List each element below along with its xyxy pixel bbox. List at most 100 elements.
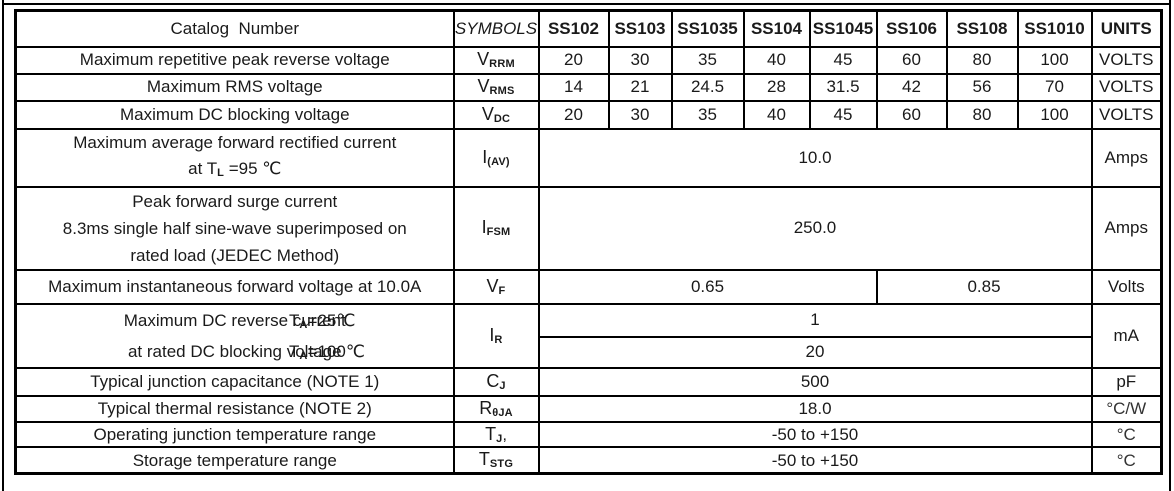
symbol-base: V: [486, 275, 499, 296]
temp-subscript: A: [299, 318, 308, 331]
vf-unit: Volts: [1090, 268, 1163, 305]
symbol-base: C: [486, 370, 500, 391]
rthja-label: Typical thermal resistance (NOTE 2): [14, 394, 455, 423]
symbol-subscript: STG: [489, 458, 514, 471]
iav-label: Maximum average forward rectified curren…: [14, 127, 455, 188]
cond-post: =25℃: [307, 310, 356, 330]
vf-value-high-range: 0.85: [875, 268, 1093, 305]
row-ifsm: Peak forward surge current 8.3ms single …: [14, 185, 1163, 271]
row-vrrm: Maximum repetitive peak reverse voltage …: [14, 45, 1163, 75]
rthja-symbol: RθJA: [452, 394, 540, 423]
vdc-unit: VOLTS: [1090, 99, 1163, 130]
symbol-base: R: [479, 397, 493, 418]
iav-unit: Amps: [1090, 127, 1163, 188]
ir-label: Maximum DC reverse current TA=25℃ at rate…: [14, 302, 455, 369]
cj-unit: pF: [1090, 366, 1163, 397]
ir-label-line2-text: at rated DC blocking voltage: [127, 341, 342, 361]
cj-symbol: CJ: [452, 366, 540, 397]
vrrm-value-ss108: 80: [945, 45, 1019, 75]
symbol-base: I: [489, 324, 495, 345]
vrrm-value-ss104: 40: [742, 45, 811, 75]
vrms-value-ss106: 42: [875, 72, 948, 102]
header-part-ss1035: SS1035: [670, 9, 745, 48]
symbol-base: T: [478, 449, 490, 470]
vdc-value-ss1010: 100: [1016, 99, 1093, 130]
vrrm-value-ss102: 20: [537, 45, 610, 75]
vrms-value-ss1010: 70: [1016, 72, 1093, 102]
vrms-symbol: VRMS: [452, 72, 540, 102]
symbol-base: T: [485, 423, 497, 444]
ir-label-line1: Maximum DC reverse current TA=25℃: [18, 306, 452, 336]
symbol-base: V: [477, 76, 490, 97]
ifsm-label-line1: Peak forward surge current: [132, 191, 338, 211]
vdc-value-ss108: 80: [945, 99, 1019, 130]
iav-value: 10.0: [537, 127, 1093, 188]
row-vf: Maximum instantaneous forward voltage at…: [14, 268, 1163, 305]
vrrm-value-ss1045: 45: [808, 45, 878, 75]
row-ir-ta25: Maximum DC reverse current TA=25℃ at rate…: [14, 302, 1163, 369]
vdc-value-ss1045: 45: [808, 99, 878, 130]
symbol-base: V: [481, 103, 494, 124]
vrms-unit: VOLTS: [1090, 72, 1163, 102]
maximum-ratings-table: Catalog Number SYMBOLS SS102 SS103 SS103…: [14, 9, 1163, 475]
row-ir-ta100: 20: [16, 335, 1162, 369]
cj-label: Typical junction capacitance (NOTE 1): [14, 366, 455, 397]
ifsm-label: Peak forward surge current 8.3ms single …: [14, 185, 455, 271]
vdc-value-ss1035: 35: [670, 99, 745, 130]
vrms-value-ss102: 14: [537, 72, 610, 102]
row-tj: Operating junction temperature range TJ,…: [14, 420, 1163, 449]
iav-label-line2-post: =95 ℃: [224, 158, 282, 178]
symbol-base: V: [477, 49, 490, 70]
cond-pre: T: [289, 310, 300, 330]
ir-unit: mA: [1090, 302, 1163, 369]
tstg-value: -50 to +150: [537, 446, 1093, 475]
vrrm-value-ss106: 60: [875, 45, 948, 75]
row-vrms: Maximum RMS voltage VRMS 14 21 24.5 28 3…: [14, 72, 1163, 102]
tj-label: Operating junction temperature range: [14, 420, 455, 449]
symbol-subscript: FSM: [486, 226, 511, 239]
header-row: Catalog Number SYMBOLS SS102 SS103 SS103…: [14, 9, 1163, 48]
ir-label-line2: at rated DC blocking voltage TA=100℃: [18, 336, 452, 366]
header-part-ss103: SS103: [607, 9, 673, 48]
ifsm-unit: Amps: [1090, 185, 1163, 271]
symbol-subscript: F: [498, 284, 506, 297]
ir-value-ta100: 20: [537, 335, 1093, 369]
symbol-subscript: (AV): [487, 155, 510, 168]
iav-label-line2-pre: at T: [188, 158, 218, 178]
vrms-value-ss103: 21: [607, 72, 673, 102]
ir-label-line1-text: Maximum DC reverse current: [123, 310, 346, 330]
vrrm-value-ss1035: 35: [670, 45, 745, 75]
vrms-label: Maximum RMS voltage: [14, 72, 455, 102]
ir-condition-ta25: TA=25℃: [289, 306, 356, 341]
tstg-symbol: TSTG: [452, 446, 540, 475]
ifsm-label-line3: rated load (JEDEC Method): [130, 245, 340, 265]
symbol-subscript: θJA: [492, 406, 513, 419]
vrrm-value-ss103: 30: [607, 45, 673, 75]
row-tstg: Storage temperature range TSTG -50 to +1…: [14, 446, 1163, 475]
vrms-value-ss108: 56: [945, 72, 1019, 102]
rthja-value: 18.0: [537, 394, 1093, 423]
header-catalog-number: Catalog Number: [14, 9, 455, 48]
vrrm-symbol: VRRM: [452, 45, 540, 75]
header-part-ss108: SS108: [945, 9, 1019, 48]
vdc-label: Maximum DC blocking voltage: [14, 99, 455, 130]
ir-symbol: IR: [452, 302, 540, 369]
iav-symbol: I(AV): [452, 127, 540, 188]
header-part-ss1045: SS1045: [808, 9, 878, 48]
symbol-subscript: J: [499, 379, 506, 392]
cond-pre: T: [289, 341, 300, 361]
symbol-subscript: R: [494, 333, 503, 346]
symbol-suffix: ,: [502, 426, 507, 444]
tstg-label: Storage temperature range: [14, 446, 455, 475]
ir-condition-ta100: TA=100℃: [289, 336, 365, 366]
ifsm-symbol: IFSM: [452, 185, 540, 271]
tj-value: -50 to +150: [537, 420, 1093, 449]
rthja-unit: °C/W: [1090, 394, 1163, 423]
page-frame-top-line: [2, 3, 1170, 5]
iav-label-line1: Maximum average forward rectified curren…: [73, 132, 397, 152]
row-iav: Maximum average forward rectified curren…: [14, 127, 1163, 188]
symbol-subscript: J: [496, 432, 503, 445]
vrms-value-ss1045: 31.5: [808, 72, 878, 102]
cond-post: =100℃: [307, 341, 365, 361]
